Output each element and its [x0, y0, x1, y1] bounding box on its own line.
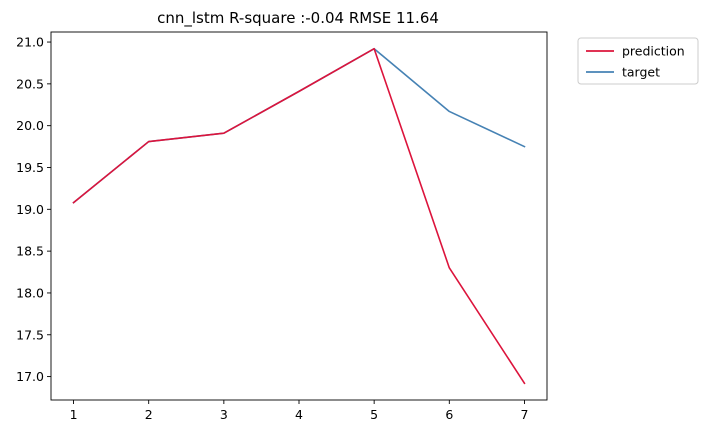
y-tick-label: 20.0	[16, 118, 44, 133]
axes-layer: 1 2 3 4 5 6 7 17.0 17.5 18.0 18.5 19.0 19.5 20.0 20.5 2…	[16, 31, 548, 422]
legend: prediction target	[577, 37, 699, 85]
series-line-target	[72, 47, 526, 204]
x-tick-label: 5	[370, 407, 378, 422]
x-tick-label: 3	[220, 407, 228, 422]
y-tick-label: 21.0	[16, 35, 44, 50]
x-tick-label: 6	[445, 407, 453, 422]
y-tick-label: 17.5	[16, 327, 44, 342]
y-tick-label: 19.5	[16, 160, 44, 175]
x-tick-label: 1	[70, 407, 78, 422]
plot-frame	[50, 31, 548, 401]
y-tick-label: 19.0	[16, 202, 44, 217]
y-tick-label: 18.0	[16, 285, 44, 300]
y-tick-label: 20.5	[16, 76, 44, 91]
y-tick-label: 17.0	[16, 369, 44, 384]
series-line-prediction	[72, 47, 526, 385]
legend-label-prediction: prediction	[622, 44, 685, 59]
y-tick-label: 18.5	[16, 244, 44, 259]
x-tick-label: 2	[145, 407, 153, 422]
legend-label-target: target	[622, 65, 660, 80]
series-layer	[72, 47, 526, 385]
x-tick-label: 4	[295, 407, 303, 422]
chart-title: cnn_lstm R-square :-0.04 RMSE 11.64	[157, 9, 439, 28]
x-tick-label: 7	[520, 407, 528, 422]
